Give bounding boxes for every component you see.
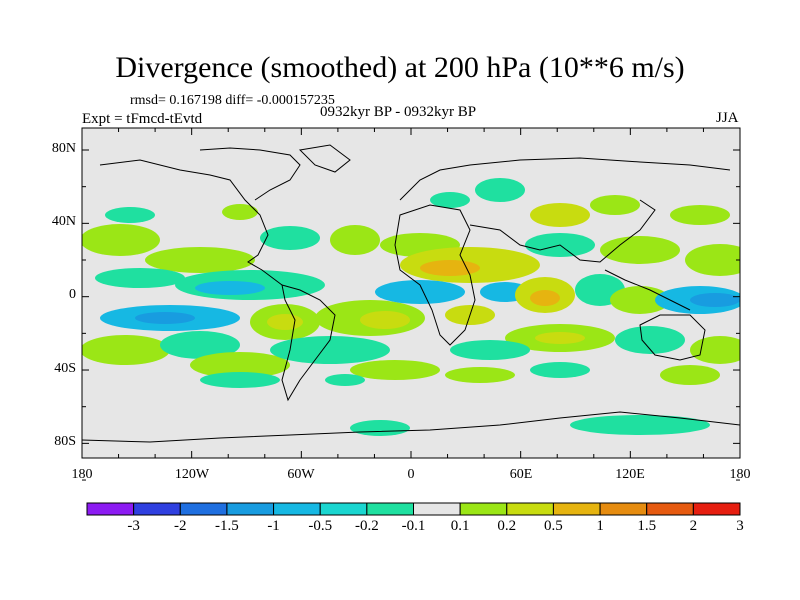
colorbar-box <box>319 502 368 516</box>
colorbar-label: 2 <box>689 518 698 534</box>
coastline-greenland <box>298 144 351 173</box>
field-blob <box>670 205 730 225</box>
plot-title: Divergence (smoothed) at 200 hPa (10**6 … <box>115 51 685 84</box>
coastline-eurasia-north <box>399 157 731 201</box>
field-blob <box>450 340 530 360</box>
colorbar-box <box>646 502 694 516</box>
colorbar-label: -0.1 <box>401 518 426 534</box>
coastline-antarctica <box>82 411 740 443</box>
field-blob <box>690 293 740 307</box>
lat-label: 40S <box>54 361 76 376</box>
colorbar-label: 3 <box>736 518 744 534</box>
lon-label: 180 <box>729 467 751 482</box>
colorbar-box <box>179 502 228 516</box>
colorbar-box <box>552 502 601 516</box>
colorbar-box <box>599 502 648 516</box>
colorbar-label: -3 <box>127 518 140 534</box>
axis-ticks <box>81 128 741 481</box>
field-blob <box>350 420 410 436</box>
coastline-north-america <box>99 159 283 286</box>
colorbar-label: -0.2 <box>354 518 379 534</box>
field-blob <box>325 374 365 386</box>
field-blob <box>600 236 680 264</box>
colorbar-label: 1 <box>596 518 604 534</box>
lat-label: 80S <box>54 434 76 449</box>
field-blob <box>535 332 585 344</box>
colorbar-box <box>133 502 181 516</box>
lon-label: 0 <box>407 467 415 482</box>
field-blob <box>690 336 740 364</box>
colorbar-label: -2 <box>174 518 187 534</box>
field-blob <box>530 203 590 227</box>
lon-label: 60E <box>509 467 533 482</box>
field-blob <box>82 224 160 256</box>
coastline-australia <box>639 314 706 361</box>
field-blob <box>82 335 170 365</box>
lat-label: 40N <box>51 214 76 229</box>
lon-label: 120E <box>615 467 645 482</box>
season-label: JJA <box>716 110 739 126</box>
field-blob <box>350 360 440 380</box>
field-blob <box>685 244 740 276</box>
field-blob <box>445 367 515 383</box>
lat-label: 80N <box>51 141 76 156</box>
period-label: 0932kyr BP - 0932kyr BP <box>320 104 477 120</box>
field-blob <box>420 260 480 276</box>
lon-label: 120W <box>174 467 210 482</box>
field-blob <box>270 336 390 364</box>
colorbar-box <box>506 502 554 516</box>
colorbar-box <box>366 502 415 516</box>
field-blob <box>660 365 720 385</box>
colorbar-box <box>273 502 321 516</box>
field-blob <box>160 331 240 359</box>
field-blob <box>95 268 185 288</box>
field-blob <box>330 225 380 255</box>
colorbar-label: 0.1 <box>450 518 470 534</box>
lon-label: 180 <box>71 467 93 482</box>
field-blob <box>360 311 410 329</box>
field-blob <box>195 281 265 295</box>
coastline-asia-south <box>469 199 656 263</box>
colorbar-box <box>86 502 135 516</box>
colorbar-box <box>226 502 275 516</box>
field-blob <box>222 204 258 220</box>
field-blob <box>530 362 590 378</box>
stats-text: rmsd= 0.167198 diff= -0.000157235 <box>130 93 335 108</box>
colorbar-label: 0.2 <box>497 518 517 534</box>
field-blob <box>267 314 303 330</box>
field-blob <box>190 352 290 378</box>
field-blob <box>105 207 155 223</box>
colorbar-label: 0.5 <box>544 518 563 534</box>
field-blob <box>615 326 685 354</box>
coastlines <box>82 144 740 443</box>
field-blob <box>475 178 525 202</box>
field-blob <box>590 195 640 215</box>
experiment-label: Expt = tFmcd-tEvtd <box>82 111 203 127</box>
colorbar-label: -1 <box>267 518 280 534</box>
field-blob <box>570 415 710 435</box>
colorbar-box <box>692 502 741 516</box>
field-blob <box>430 192 470 208</box>
field-blob <box>530 290 560 306</box>
divergence-field <box>82 178 740 436</box>
field-blob <box>135 312 195 324</box>
coastline-south-america <box>281 284 336 402</box>
colorbar-label: -1.5 <box>215 518 239 534</box>
field-blob <box>145 247 255 273</box>
coastline-africa <box>394 204 476 346</box>
colorbar-box <box>459 502 508 516</box>
coastline-arctic-canada <box>199 147 301 201</box>
lat-label: 0 <box>69 287 76 302</box>
field-blob <box>260 226 320 250</box>
lon-label: 60W <box>287 467 315 482</box>
colorbar <box>86 502 741 516</box>
colorbar-box <box>413 502 461 516</box>
field-blob <box>200 372 280 388</box>
colorbar-label: 1.5 <box>637 518 657 534</box>
colorbar-label: -0.5 <box>308 518 333 534</box>
field-blob <box>375 280 465 304</box>
coastline-indonesia <box>604 269 691 311</box>
